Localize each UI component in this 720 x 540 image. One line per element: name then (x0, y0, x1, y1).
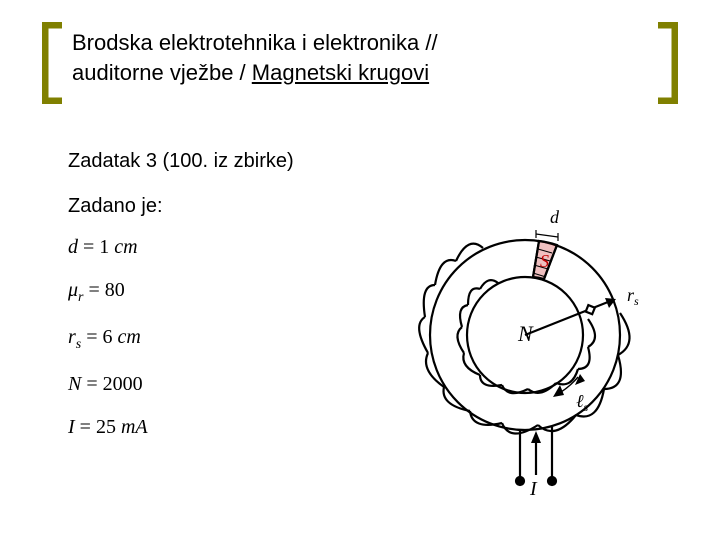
bracket-right-icon (656, 22, 678, 104)
title-line-2: auditorne vježbe / Magnetski krugovi (72, 58, 642, 88)
label-N: N (517, 321, 534, 346)
slide-title: Brodska elektrotehnika i elektronika // … (50, 22, 670, 87)
label-rs: rs (627, 285, 639, 308)
title-line-1: Brodska elektrotehnika i elektronika // (72, 28, 642, 58)
label-ls: ℓs (576, 391, 589, 414)
label-I: I (529, 478, 538, 495)
label-S: S (540, 251, 549, 271)
label-d: d (550, 207, 560, 227)
toroid-diagram: d S N rs ℓs I (380, 185, 670, 495)
task-heading: Zadatak 3 (100. iz zbirke) (68, 150, 680, 173)
bracket-left-icon (42, 22, 64, 104)
title-frame: Brodska elektrotehnika i elektronika // … (50, 22, 670, 104)
